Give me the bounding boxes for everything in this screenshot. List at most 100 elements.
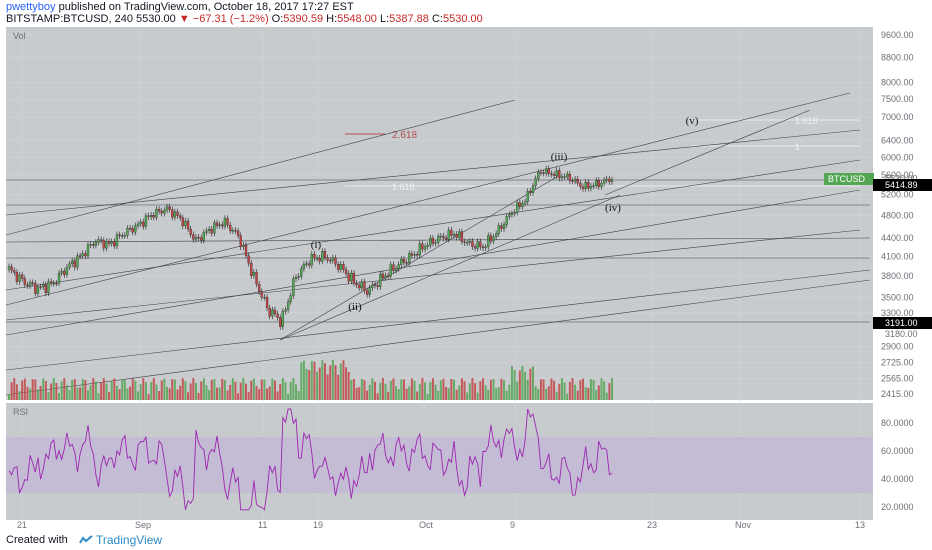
volume-bar: [89, 385, 92, 400]
price-tick-label: 5600.00: [881, 170, 914, 180]
volume-bar: [326, 374, 329, 400]
candle-body: [28, 282, 32, 286]
candle-body: [47, 281, 50, 294]
volume-bar: [379, 382, 382, 400]
volume-bar: [458, 385, 461, 400]
volume-bar: [442, 378, 445, 400]
volume-bar: [29, 388, 32, 400]
candle-body: [157, 209, 161, 212]
volume-bar: [366, 390, 369, 400]
candle-body: [34, 282, 37, 294]
candle-body: [500, 225, 503, 229]
volume-bar: [100, 382, 103, 400]
candle-body: [100, 239, 103, 241]
volume-bar: [171, 379, 174, 400]
candle-body: [21, 274, 24, 279]
candle-body: [94, 242, 98, 246]
chart-area[interactable]: 9600.00 8800.00 8000.00 7500.00 7000.00 6400.…: [0, 26, 932, 530]
volume-bar: [313, 361, 316, 400]
candle-body: [450, 229, 453, 236]
volume-bar: [23, 378, 26, 400]
candle-body: [163, 210, 166, 214]
candle-body: [584, 182, 587, 189]
volume-bar: [300, 362, 303, 400]
candle-body: [131, 228, 134, 233]
volume-bar: [587, 387, 590, 400]
candle-body: [571, 180, 574, 182]
price-tick-label: 3500.00: [881, 292, 914, 302]
candle-body: [78, 255, 82, 257]
volume-bar: [558, 383, 561, 400]
low-value: 5387.88: [389, 13, 429, 25]
candle-body: [68, 263, 71, 268]
volume-bar: [524, 371, 527, 400]
candle-body: [405, 262, 408, 264]
volume-bar: [453, 379, 456, 400]
candle-body: [484, 246, 487, 249]
candle-body: [323, 251, 327, 258]
current-price-label: 5414.89: [885, 180, 918, 190]
candle-body: [84, 253, 87, 257]
rsi-band: [6, 437, 873, 493]
candle-body: [481, 246, 485, 248]
candle-body: [121, 235, 124, 237]
candle-body: [42, 284, 45, 287]
price-tick-label: 2565.00: [881, 373, 914, 383]
volume-bar: [94, 381, 97, 400]
volume-bar: [39, 385, 42, 400]
volume-bar: [316, 371, 319, 400]
volume-bar: [223, 380, 226, 400]
candle-body: [526, 191, 529, 202]
candle-body: [294, 277, 298, 279]
last-price-marker: 5530.00: [885, 173, 918, 183]
candle-body: [136, 223, 140, 226]
level-price-label: 3191.00: [885, 318, 918, 328]
candle-body: [610, 179, 614, 182]
candle-body: [516, 202, 519, 213]
tradingview-brand[interactable]: TradingView: [96, 533, 163, 547]
candle-body: [234, 230, 237, 232]
candle-body: [463, 241, 466, 243]
candle-body: [566, 173, 569, 177]
volume-bar: [563, 382, 566, 400]
volume-bar: [466, 392, 469, 400]
symbol-label[interactable]: BITSTAMP:BTCUSD, 240: [6, 13, 133, 25]
candle-body: [439, 235, 442, 238]
candle-body: [605, 178, 608, 181]
volume-bar: [589, 378, 592, 400]
candle-body: [258, 283, 261, 292]
high-value: 5548.00: [337, 13, 377, 25]
volume-bar: [534, 386, 537, 400]
candle-body: [368, 287, 371, 295]
candle-body: [123, 235, 127, 237]
wave-label: (ii): [348, 301, 362, 313]
volume-bar: [460, 378, 463, 400]
volume-bar: [352, 378, 355, 400]
candle-body: [126, 227, 129, 236]
trend-line: [5, 129, 861, 216]
volume-bar: [339, 363, 342, 400]
ohlc-line: BITSTAMP:BTCUSD, 240 5530.00 ▼ −67.31 (−…: [6, 13, 483, 26]
candle-body: [344, 269, 348, 274]
candle-body: [329, 260, 332, 262]
volume-bar: [608, 383, 611, 400]
fib-level-label: 2.618: [392, 130, 417, 141]
candle-body: [273, 309, 277, 315]
volume-bar: [229, 384, 232, 400]
candle-body: [297, 276, 300, 278]
volume-bar: [13, 378, 16, 400]
candle-body: [452, 233, 456, 236]
volume-bar: [539, 379, 542, 400]
candle-body: [102, 240, 105, 249]
fib-level-label: 1.618: [392, 182, 415, 192]
candle-body: [181, 217, 184, 227]
candle-body: [413, 254, 416, 256]
volume-bar: [292, 378, 295, 400]
author-link[interactable]: pwettyboy: [6, 1, 56, 13]
volume-bar: [31, 379, 34, 400]
candle-body: [260, 291, 263, 298]
candle-body: [255, 272, 258, 285]
candle-body: [347, 273, 350, 282]
price-tick-label: 2725.00: [881, 358, 914, 368]
volume-bar: [360, 378, 363, 400]
